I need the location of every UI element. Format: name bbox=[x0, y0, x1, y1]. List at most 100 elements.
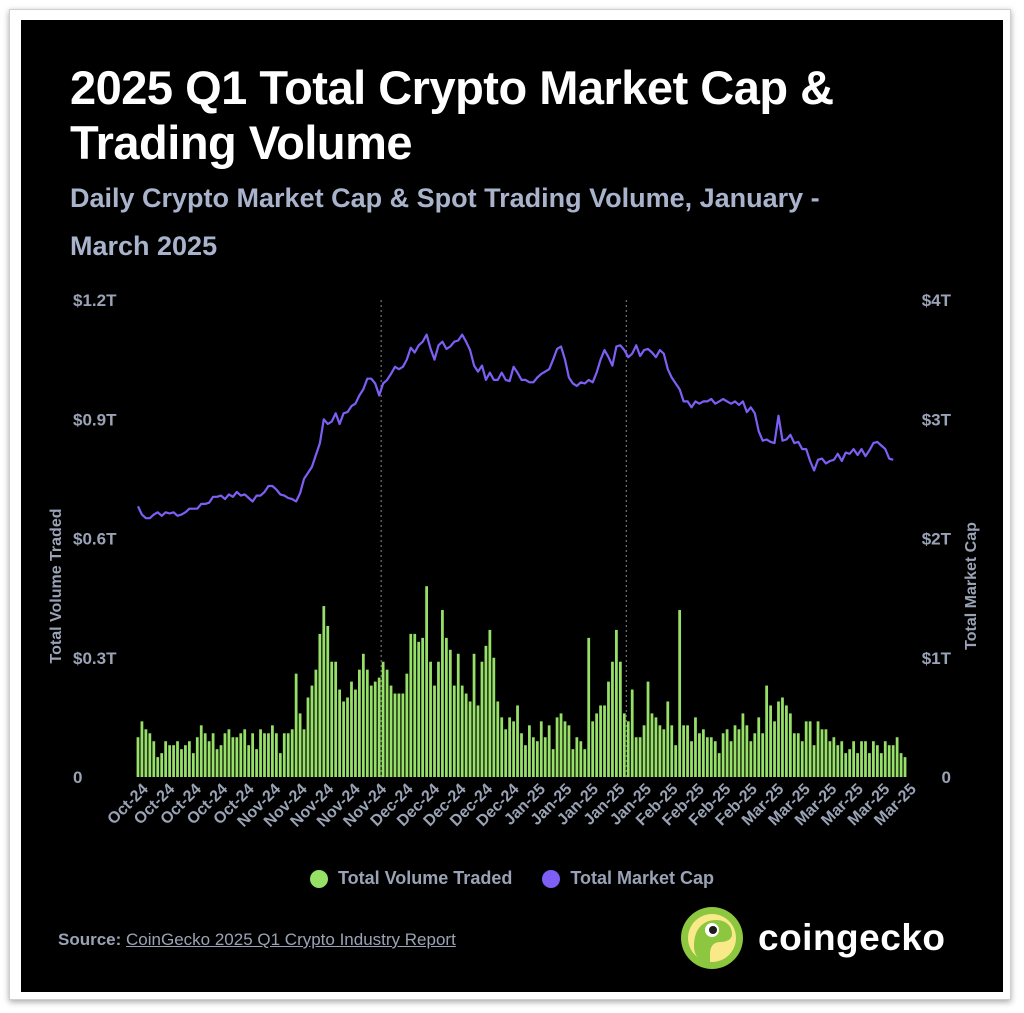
volume-bars bbox=[136, 586, 907, 777]
volume-bar bbox=[255, 749, 258, 777]
volume-bar bbox=[709, 737, 713, 777]
volume-bar bbox=[354, 689, 357, 777]
volume-bar bbox=[895, 737, 899, 777]
volume-bar bbox=[342, 701, 345, 777]
volume-bar bbox=[531, 737, 535, 777]
gecko-icon bbox=[681, 907, 743, 969]
volume-bar bbox=[314, 669, 318, 777]
volume-bar bbox=[698, 733, 701, 777]
volume-bar bbox=[286, 733, 290, 777]
volume-bar bbox=[508, 717, 512, 777]
volume-bar bbox=[615, 629, 618, 777]
volume-bar bbox=[476, 705, 480, 777]
coingecko-logo[interactable]: coingecko bbox=[680, 906, 946, 970]
volume-bar bbox=[231, 737, 235, 777]
volume-bar bbox=[694, 717, 697, 777]
left-axis-label: Total Volume Traded bbox=[48, 509, 65, 664]
volume-bar bbox=[160, 753, 164, 777]
volume-bar bbox=[322, 606, 326, 777]
volume-bar bbox=[421, 637, 425, 777]
volume-bar bbox=[828, 741, 832, 777]
volume-bar bbox=[575, 737, 579, 777]
volume-bar bbox=[444, 637, 448, 777]
volume-bar bbox=[338, 689, 342, 777]
legend: Total Volume Traded Total Market Cap bbox=[21, 868, 1003, 889]
source-label: Source: bbox=[58, 930, 122, 949]
volume-bar bbox=[369, 685, 373, 777]
volume-bar bbox=[496, 701, 500, 777]
left-tick-label: $1.2T bbox=[73, 291, 117, 310]
volume-bar bbox=[753, 733, 757, 777]
volume-bar bbox=[334, 661, 338, 777]
left-tick-label: $0.3T bbox=[73, 649, 117, 668]
right-tick-label: 0 bbox=[942, 768, 951, 787]
volume-bar bbox=[409, 633, 413, 777]
volume-bar bbox=[318, 633, 322, 777]
volume-bar bbox=[765, 685, 769, 777]
volume-bar bbox=[856, 753, 859, 777]
volume-bar bbox=[591, 721, 595, 777]
volume-bar bbox=[306, 697, 310, 777]
volume-bar bbox=[180, 749, 183, 777]
volume-bar bbox=[413, 633, 417, 777]
volume-bar bbox=[848, 749, 852, 777]
volume-bar bbox=[267, 733, 270, 777]
volume-bar bbox=[191, 753, 195, 777]
volume-bar bbox=[599, 705, 602, 777]
volume-bar bbox=[346, 697, 349, 777]
volume-bar bbox=[452, 685, 456, 777]
legend-swatch-volume bbox=[309, 869, 328, 888]
volume-bar bbox=[199, 725, 203, 777]
volume-bar bbox=[381, 661, 385, 777]
volume-bar bbox=[302, 729, 306, 777]
volume-bar bbox=[788, 713, 792, 777]
volume-bar bbox=[832, 737, 836, 777]
volume-bar bbox=[887, 745, 891, 777]
volume-bar bbox=[852, 741, 856, 777]
volume-bar bbox=[883, 741, 887, 777]
volume-bar bbox=[555, 717, 559, 777]
volume-bar bbox=[488, 629, 492, 777]
volume-bar bbox=[480, 661, 484, 777]
volume-bar bbox=[492, 657, 496, 777]
right-tick-label: $2T bbox=[922, 530, 952, 549]
volume-bar bbox=[622, 713, 626, 777]
volume-bar bbox=[804, 721, 808, 777]
x-axis-labels: Oct-24Oct-24Oct-24Oct-24Oct-24Nov-24Nov-… bbox=[105, 781, 920, 831]
volume-bar bbox=[164, 741, 168, 777]
volume-bar bbox=[472, 653, 476, 777]
volume-bar bbox=[638, 737, 642, 777]
volume-bar bbox=[389, 685, 393, 777]
volume-bar bbox=[729, 741, 733, 777]
volume-bar bbox=[350, 681, 353, 777]
left-tick-label: 0 bbox=[73, 768, 82, 787]
volume-bar bbox=[539, 721, 543, 777]
volume-bar bbox=[263, 733, 266, 777]
right-tick-label: $4T bbox=[922, 291, 952, 310]
volume-bar bbox=[448, 649, 452, 777]
volume-bar bbox=[717, 753, 721, 777]
volume-bar bbox=[401, 693, 405, 777]
volume-bar bbox=[626, 721, 630, 777]
source-link[interactable]: CoinGecko 2025 Q1 Crypto Industry Report bbox=[126, 930, 456, 949]
volume-bar bbox=[373, 681, 377, 777]
volume-bar bbox=[864, 741, 867, 777]
volume-bar bbox=[405, 673, 409, 777]
volume-bar bbox=[860, 741, 863, 777]
volume-bar bbox=[634, 737, 638, 777]
volume-bar bbox=[733, 725, 737, 777]
volume-bar bbox=[792, 733, 796, 777]
volume-bar bbox=[737, 729, 741, 777]
infographic-card: 2025 Q1 Total Crypto Market Cap & Tradin… bbox=[21, 20, 1003, 992]
volume-bar bbox=[528, 725, 531, 777]
volume-bar bbox=[227, 729, 231, 777]
volume-bar bbox=[187, 741, 191, 777]
volume-bar bbox=[761, 733, 765, 777]
volume-bar bbox=[211, 733, 215, 777]
volume-bar bbox=[365, 669, 369, 777]
volume-bar bbox=[579, 741, 583, 777]
volume-bar bbox=[144, 729, 148, 777]
volume-bar bbox=[251, 733, 255, 777]
volume-bar bbox=[630, 689, 634, 777]
volume-bar bbox=[468, 701, 472, 777]
